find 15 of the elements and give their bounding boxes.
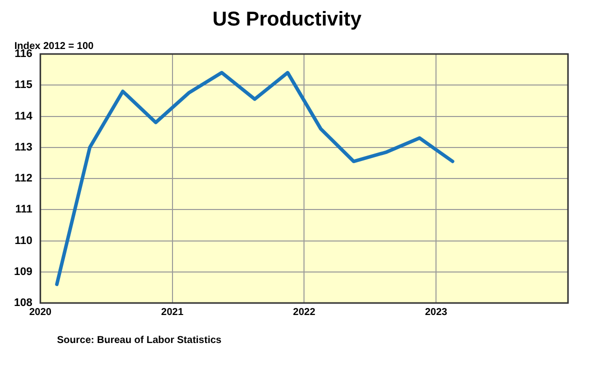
- y-tick-label: 110: [14, 234, 32, 247]
- x-tick-label: 2023: [424, 306, 448, 318]
- x-tick-label: 2022: [293, 306, 316, 318]
- y-tick-label: 108: [14, 297, 32, 310]
- y-tick-label: 113: [14, 141, 32, 154]
- y-tick-label: 115: [14, 79, 32, 92]
- x-tick-label: 2020: [29, 306, 52, 318]
- y-tick-label: 109: [14, 266, 32, 278]
- x-tick-label: 2021: [161, 306, 184, 318]
- y-tick-label: 111: [15, 204, 32, 216]
- y-tick-label: 112: [14, 172, 32, 185]
- y-tick-label: 116: [14, 48, 32, 60]
- source-note: Source: Bureau of Labor Statistics: [57, 334, 222, 346]
- y-tick-label: 114: [14, 110, 34, 122]
- chart-title: US Productivity: [212, 8, 362, 31]
